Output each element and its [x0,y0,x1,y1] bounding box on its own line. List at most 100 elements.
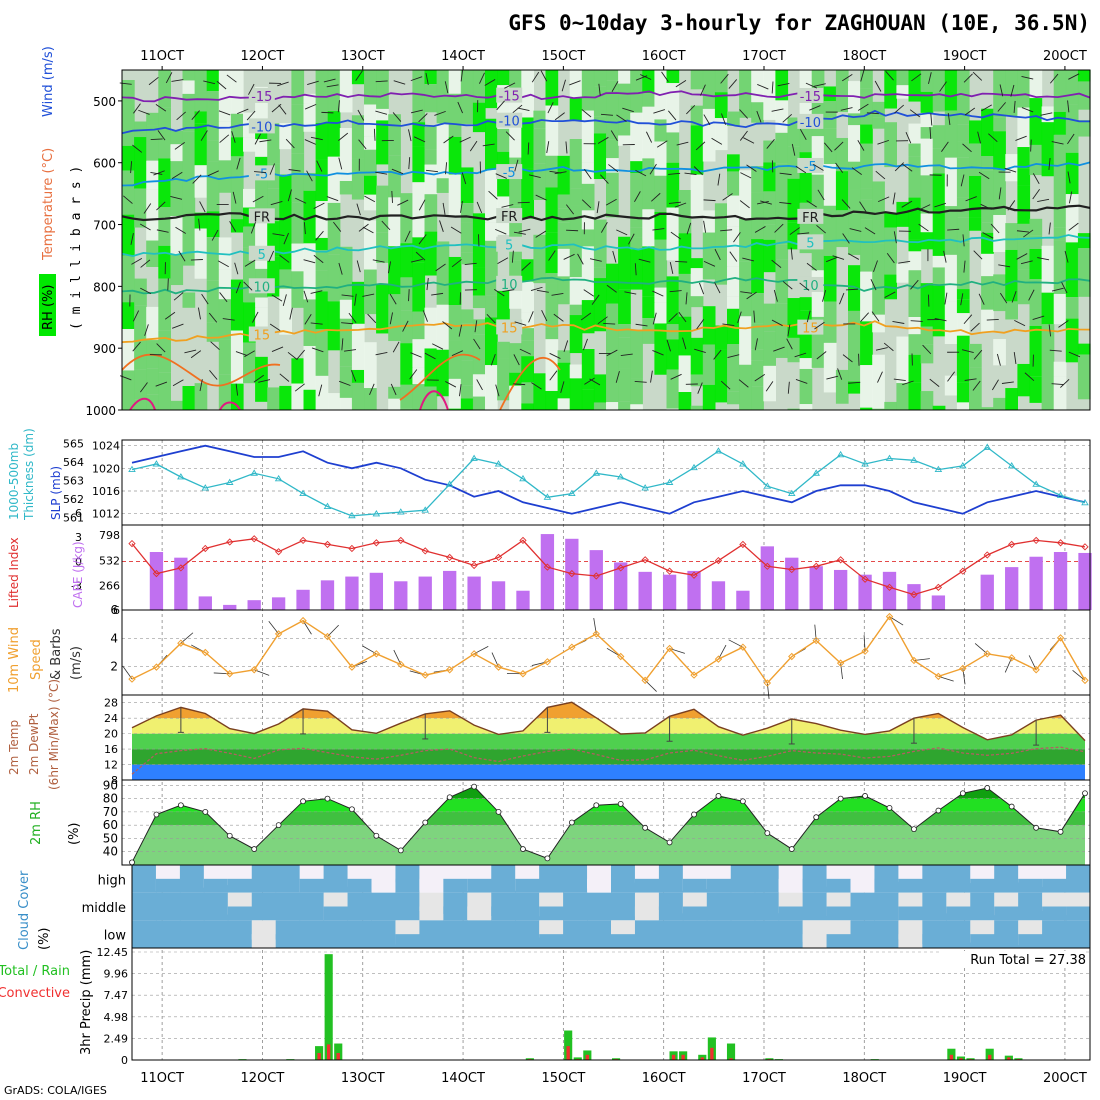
wind-barb [757,83,769,90]
rh-shade [581,349,595,390]
rh-shade [521,356,534,383]
rh-shade [303,93,317,104]
cloud-cell-low [898,934,923,948]
thickness-point [543,493,552,500]
rh-point [959,790,966,797]
wind-barb [531,382,542,390]
wind-barb [972,71,983,81]
wind-barb [628,233,635,245]
rh-shade [956,242,970,290]
rh-shade [593,374,607,403]
wind-barb [218,260,229,268]
cloud-cell-high [1018,865,1043,883]
rh-shade [860,188,873,200]
wind-barb [787,324,791,337]
rh-shade [944,110,958,158]
rh-shade [569,247,583,278]
wind-barb [174,142,185,150]
wind-barb [444,81,449,94]
wind-barb [1037,198,1050,202]
cloud-cell-low [491,934,516,948]
rh-shade [291,271,305,308]
rh-shade [993,397,1006,410]
cloud-cell-middle [826,906,851,921]
wind-frame [121,609,1091,696]
wind-barb [892,320,905,324]
rh-shade [521,403,534,410]
cloud-cell-middle [227,906,253,921]
cloud-cell-low [826,934,851,948]
rh-shade [569,139,583,189]
wind-barb [1016,230,1029,233]
wind-barb [527,142,530,155]
cloud-cell-middle [299,906,325,921]
wind-barb [461,172,467,185]
wind-barb [1013,351,1017,364]
thickness-point [763,482,772,489]
rh-shade [364,104,377,137]
wind-speed-point [494,663,503,671]
wind-barb [258,379,271,383]
wind-barb [474,320,478,333]
rh-point [495,808,502,815]
lifted-index-point [885,583,894,591]
wind-barb [252,311,259,323]
rh-shade [714,248,728,285]
rh-ylabel: (%) [67,823,82,846]
wind-barb [998,264,1011,268]
wind-barb [996,353,1001,366]
cloud-cell-high [515,878,540,893]
rh-shade [630,70,643,113]
rh-shade [339,349,353,367]
rh-shade [146,189,159,241]
rh-shade [376,185,389,233]
rh-shade [811,174,825,210]
rh-shade [206,91,220,141]
rh-shade [194,228,208,279]
wind-barb [777,83,790,87]
wind-barb [894,162,904,172]
wind-barb [1067,133,1075,145]
rh-shade [472,295,486,309]
rh-shade [194,212,208,229]
lifted-index-point [665,567,674,575]
rh-point [349,806,355,813]
thickness-point [616,473,625,480]
rh-shade [920,213,934,233]
wind-barb [333,221,342,232]
rh-band [132,825,1085,865]
wind-ylabel: 10m Wind [7,627,22,693]
wind-barb [771,81,774,94]
wind-barb [1068,351,1081,358]
rh-shade [1005,249,1018,302]
rh-shade [739,261,752,317]
wind-speed-point [665,644,674,653]
rh-shade [618,368,631,402]
rh-shade [521,70,534,118]
rh-shade [279,216,292,270]
isotherm-label-bg [496,208,523,224]
rh-point [422,819,429,826]
rh-shade [581,246,595,301]
wind-barb [1068,222,1079,231]
wind-barb [651,192,661,202]
rh-shade [424,164,438,195]
precip-convective-bar [566,1046,570,1060]
rh-shade [702,210,716,233]
wind-barb [910,320,923,322]
isotherm--15 [121,90,1091,103]
wind-ylabel-group: (m/s) [69,646,84,680]
wind-barb [469,140,478,152]
wind-barb [143,203,152,214]
rh-shade [412,237,426,263]
rh-shade [654,239,668,288]
cape-bar [223,604,237,610]
rh-shade [690,125,704,175]
rh-shade [146,306,159,341]
rh-shade [1077,120,1091,137]
wind-barb [634,191,641,203]
wind-barb [857,103,869,111]
rh-tick-label: 70 [103,805,118,819]
rh-shade [920,127,934,139]
rh-shade [678,233,692,274]
